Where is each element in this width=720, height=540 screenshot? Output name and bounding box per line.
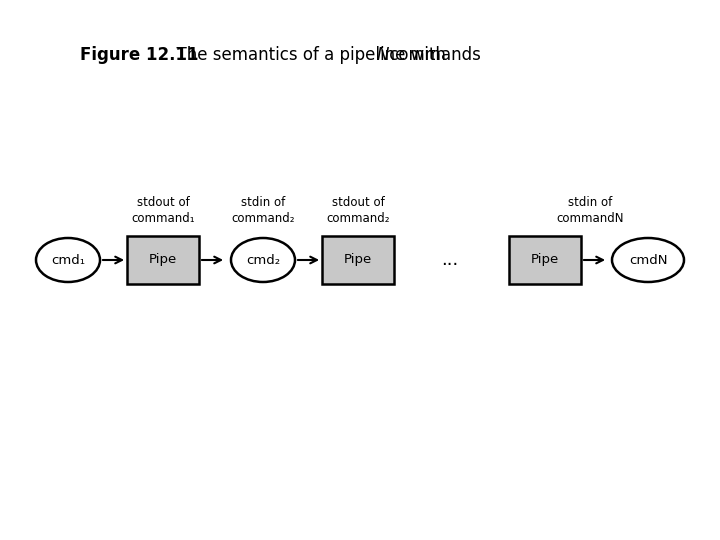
Text: Pipe: Pipe xyxy=(531,253,559,267)
Ellipse shape xyxy=(36,238,100,282)
Text: commands: commands xyxy=(384,46,481,64)
Text: Pipe: Pipe xyxy=(344,253,372,267)
Text: ...: ... xyxy=(441,251,459,269)
Bar xyxy=(322,236,394,284)
Text: stdout of
command₂: stdout of command₂ xyxy=(326,196,390,225)
Text: Figure 12.11: Figure 12.11 xyxy=(80,46,199,64)
Text: stdin of
commandN: stdin of commandN xyxy=(557,196,624,225)
Text: N: N xyxy=(377,46,389,64)
Ellipse shape xyxy=(231,238,295,282)
Text: stdin of
command₂: stdin of command₂ xyxy=(231,196,294,225)
Text: The semantics of a pipeline with: The semantics of a pipeline with xyxy=(166,46,451,64)
Ellipse shape xyxy=(612,238,684,282)
Bar xyxy=(127,236,199,284)
Text: cmd₂: cmd₂ xyxy=(246,253,280,267)
Text: cmd₁: cmd₁ xyxy=(51,253,85,267)
Text: stdout of
command₁: stdout of command₁ xyxy=(131,196,195,225)
Bar xyxy=(509,236,581,284)
Text: cmdN: cmdN xyxy=(629,253,667,267)
Text: Pipe: Pipe xyxy=(149,253,177,267)
